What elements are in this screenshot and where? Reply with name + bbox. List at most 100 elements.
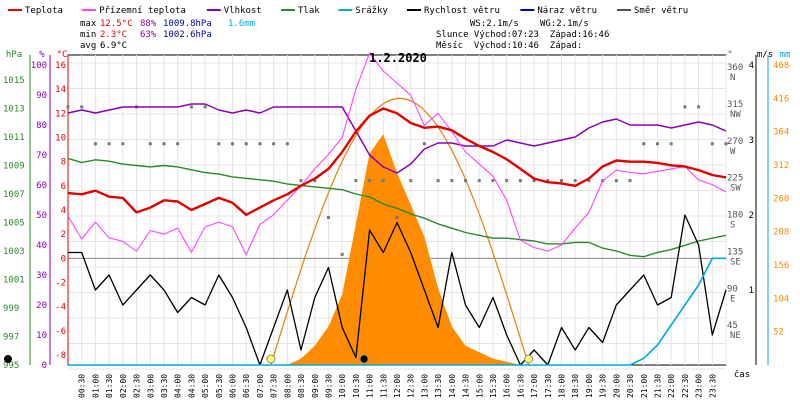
wind-dir-point <box>614 179 618 183</box>
wind-dir-point <box>272 142 276 146</box>
x-tick-label: 23:30 <box>708 374 717 398</box>
legend-label: Rychlost větru <box>424 6 500 16</box>
wind-dir-point <box>546 179 550 183</box>
x-tick-label: 02:30 <box>133 374 142 398</box>
c-tick-label: 0 <box>61 254 66 264</box>
x-unit-label: čas <box>734 369 750 380</box>
mm-tick-label: 52 <box>773 328 784 338</box>
x-tick-label: 07:30 <box>270 374 279 398</box>
legend-item: Přízemní teplota <box>82 6 186 16</box>
wind-dir-point <box>505 179 509 183</box>
ms-tick-label: 1 <box>749 286 754 296</box>
mm-tick-label: 260 <box>773 194 789 204</box>
ms-tick-label: 4 <box>749 61 754 71</box>
wind-dir-point <box>258 142 262 146</box>
marker-point <box>266 354 276 364</box>
wind-dir-point <box>573 179 577 183</box>
x-tick-label: 10:00 <box>338 374 347 398</box>
wind-dir-point <box>217 142 221 146</box>
dir-tick-label: SE <box>730 257 741 267</box>
dir-tick-deg: 135 <box>727 247 743 257</box>
x-tick-label: 20:00 <box>612 374 621 398</box>
wind-dir-point <box>464 179 468 183</box>
x-tick-label: 10:30 <box>352 374 361 398</box>
x-tick-label: 07:00 <box>256 374 265 398</box>
wind-dir-point <box>422 142 426 146</box>
dir-tick-deg: 360 <box>727 63 743 73</box>
legend-label: Vlhkost <box>224 6 262 16</box>
wind-dir-point <box>628 179 632 183</box>
legend-item: Tlak <box>281 6 320 16</box>
stat-min-temp: 2.3°C <box>100 30 127 40</box>
c-tick-label: 10 <box>55 134 66 144</box>
stat-avg-temp: 6.9°C <box>100 41 127 51</box>
legend-item: Náraz větru <box>520 6 597 16</box>
marker-point <box>359 354 369 364</box>
info-sun: Slunce Východ:07:23 Západ:16:46 <box>436 30 609 40</box>
dir-tick-label: S <box>730 221 735 231</box>
x-tick-label: 02:00 <box>119 374 128 398</box>
wind-dir-point <box>340 252 344 256</box>
pct-unit-label: % <box>39 50 45 60</box>
x-tick-label: 18:00 <box>558 374 567 398</box>
x-tick-label: 14:30 <box>462 374 471 398</box>
hpa-tick-label: 1009 <box>3 162 25 172</box>
dir-tick-deg: 90 <box>727 284 738 294</box>
stat-avg-label: avg <box>80 41 96 51</box>
hpa-tick-label: 999 <box>3 304 19 314</box>
x-tick-label: 06:00 <box>229 374 238 398</box>
humidity-line <box>67 103 727 174</box>
wind-dir-point <box>203 105 207 109</box>
wind-dir-point <box>395 216 399 219</box>
ms-tick-label: 3 <box>749 136 754 146</box>
c-tick-label: 8 <box>61 158 66 168</box>
legend-label: Přízemní teplota <box>99 6 186 16</box>
solar-area <box>287 134 521 365</box>
dir-tick-label: N <box>730 73 735 83</box>
x-tick-label: 22:00 <box>667 374 676 398</box>
legend-item: Vlhkost <box>206 6 262 16</box>
wind-dir-point <box>532 179 536 183</box>
mm-tick-label: 104 <box>773 294 789 304</box>
pct-tick-label: 100 <box>31 61 47 71</box>
stat-min-press: 1002.6hPa <box>163 30 212 40</box>
x-tick-label: 03:00 <box>146 374 155 398</box>
chart-title: 1.2.2020 <box>369 51 427 65</box>
c-tick-label: 14 <box>55 85 66 95</box>
wind-dir-point <box>450 179 454 183</box>
c-tick-label: 16 <box>55 61 66 71</box>
dir-tick-label: W <box>730 147 736 157</box>
legend-item: Teplota <box>8 6 63 16</box>
x-tick-label: 16:30 <box>516 374 525 398</box>
x-tick-label: 00:30 <box>78 374 87 398</box>
x-tick-label: 08:00 <box>283 374 292 398</box>
c-tick-label: 2 <box>61 230 66 240</box>
hpa-tick-label: 1003 <box>3 247 25 257</box>
dir-tick-label: E <box>730 294 735 304</box>
dir-tick-deg: 225 <box>727 174 743 184</box>
wind-speed-line <box>68 214 727 366</box>
pct-tick-label: 80 <box>36 121 47 131</box>
x-tick-label: 20:30 <box>626 374 635 398</box>
wind-dir-point <box>560 179 563 183</box>
x-tick-label: 19:00 <box>585 374 594 398</box>
wind-dir-point <box>285 142 289 146</box>
legend-label: Srážky <box>355 6 388 16</box>
wind-dir-point <box>121 142 125 146</box>
marker-point <box>524 354 534 364</box>
legend-item: Rychlost větru <box>407 6 500 16</box>
x-tick-label: 15:00 <box>475 374 484 398</box>
x-tick-label: 22:30 <box>681 374 690 398</box>
mm-tick-label: 416 <box>773 94 789 104</box>
wind-dir-point <box>683 105 687 109</box>
wind-dir-point <box>655 142 659 146</box>
dir-tick-deg: 315 <box>727 100 743 110</box>
x-tick-label: 21:00 <box>640 374 649 398</box>
wind-dir-point <box>313 179 317 183</box>
pct-tick-label: 90 <box>36 91 47 101</box>
wind-dir-point <box>518 179 522 183</box>
stat-max-rain: 1.6mm <box>228 19 255 29</box>
dir-tick-deg: 270 <box>727 137 743 147</box>
hpa-tick-label: 1015 <box>3 76 25 86</box>
wind-dir-point <box>66 105 70 109</box>
